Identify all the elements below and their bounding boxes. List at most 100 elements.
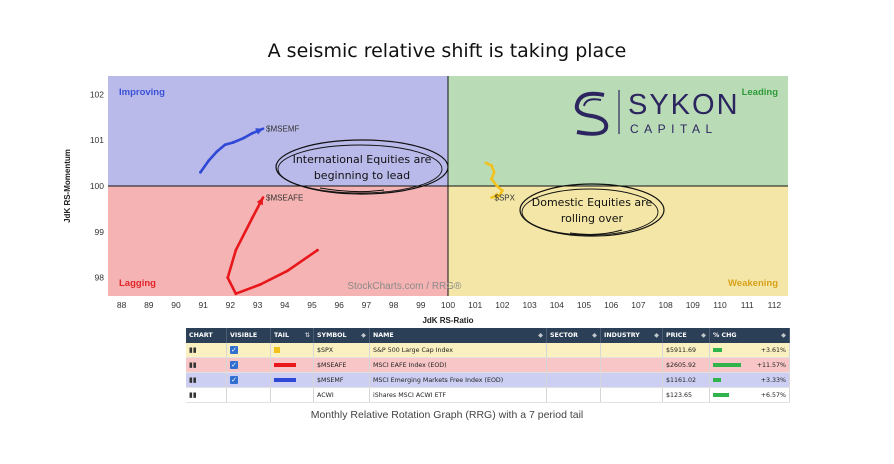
chg-value: +3.33% — [760, 376, 786, 384]
col-header-chg[interactable]: % CHG ◆ — [709, 328, 790, 343]
svg-text:rolling over: rolling over — [561, 212, 624, 225]
chart-icon[interactable]: ▮▮ — [189, 376, 197, 384]
quadrant-lagging — [108, 186, 448, 296]
x-axis-label: JdK RS-Ratio — [422, 316, 473, 325]
visible-cell[interactable]: ✓ — [226, 372, 271, 388]
table-row[interactable]: ▮▮ ACWI iShares MSCI ACWI ETF $123.65 +6.57% — [186, 387, 790, 403]
symbol-cell[interactable]: $SPX — [313, 343, 370, 358]
tail-head-mseafe — [256, 197, 264, 206]
chg-bar — [713, 392, 729, 397]
x-tick-label: 103 — [523, 300, 537, 310]
name-cell: MSCI Emerging Markets Free Index (EOD) — [369, 372, 547, 388]
y-tick-label: 101 — [90, 135, 104, 145]
y-tick-label: 102 — [90, 89, 104, 99]
x-tick-label: 106 — [604, 300, 618, 310]
chart-cell[interactable]: ▮▮ — [186, 387, 227, 403]
chart-icon[interactable]: ▮▮ — [189, 391, 197, 399]
caption: Monthly Relative Rotation Graph (RRG) wi… — [310, 409, 584, 421]
industry-cell — [600, 387, 663, 403]
chart-icon[interactable]: ▮▮ — [189, 346, 197, 354]
chart-cell[interactable]: ▮▮ — [186, 357, 227, 373]
tail-point-spx — [495, 184, 499, 188]
tail-point-mseafe — [316, 248, 319, 252]
chg-value: +11.57% — [756, 361, 786, 369]
tail-head-spx — [491, 192, 500, 199]
x-tick-label: 110 — [713, 300, 727, 310]
x-axis-ticks: 88 89 90 91 92 93 94 95 96 97 98 99 100 101 102 103 104 1… — [117, 300, 782, 310]
col-header-name[interactable]: NAME ◆ — [369, 328, 547, 343]
tail-point-msemf — [207, 159, 211, 163]
tail-color-swatch[interactable] — [274, 377, 296, 382]
col-header-industry[interactable]: INDUSTRY ◆ — [600, 328, 663, 343]
tail-cell[interactable] — [270, 343, 314, 358]
tail-cell[interactable] — [270, 357, 314, 373]
col-header-tail[interactable]: TAIL ⇅ — [270, 328, 314, 343]
x-tick-label: 93 — [253, 300, 263, 310]
chart-cell[interactable]: ▮▮ — [186, 343, 227, 358]
symbol-cell[interactable]: $MSEMF — [313, 372, 370, 388]
symbol-cell[interactable]: $MSEAFE — [313, 357, 370, 373]
tail-point-mseafe — [250, 216, 254, 220]
tail-cell[interactable] — [270, 372, 314, 388]
symbol-table: CHART VISIBLE TAIL ⇅ SYMBOL ◆ NAME ◆ SECTOR… — [186, 328, 790, 403]
visible-checkbox[interactable]: ✓ — [230, 361, 238, 369]
x-tick-label: 94 — [280, 300, 290, 310]
tail-point-msemf — [242, 136, 246, 140]
tail-point-spx — [492, 170, 496, 174]
visible-checkbox[interactable]: ✓ — [230, 346, 238, 354]
quadrant-label-weakening: Weakening — [728, 278, 778, 289]
col-header-chart[interactable]: CHART — [186, 328, 227, 343]
quadrants — [108, 76, 788, 296]
x-tick-label: 90 — [171, 300, 181, 310]
x-tick-label: 99 — [416, 300, 426, 310]
x-tick-label: 88 — [117, 300, 127, 310]
y-tick-label: 100 — [90, 181, 104, 191]
visible-checkbox[interactable]: ✓ — [230, 376, 238, 384]
x-tick-label: 102 — [495, 300, 509, 310]
symbol-cell[interactable]: ACWI — [313, 387, 370, 403]
x-tick-label: 92 — [226, 300, 236, 310]
col-header-symbol[interactable]: SYMBOL ◆ — [313, 328, 370, 343]
quadrant-labels: Improving Leading Lagging Weakening — [119, 87, 778, 289]
sector-cell — [546, 357, 601, 373]
visible-cell[interactable] — [226, 387, 271, 403]
quadrant-leading — [448, 76, 788, 186]
visible-cell[interactable]: ✓ — [226, 357, 271, 373]
chg-value: +6.57% — [760, 391, 786, 399]
svg-text:Domestic Equities are: Domestic Equities are — [532, 196, 653, 209]
chart-cell[interactable]: ▮▮ — [186, 372, 227, 388]
x-tick-label: 100 — [441, 300, 455, 310]
tail-color-swatch[interactable] — [274, 362, 296, 367]
x-tick-label: 89 — [144, 300, 154, 310]
col-header-sector[interactable]: SECTOR ◆ — [546, 328, 601, 343]
logo-s-mark-icon — [574, 91, 609, 136]
table-row[interactable]: ▮▮ ✓ $SPX S&P 500 Large Cap Index $5911.69 +3… — [186, 343, 790, 358]
tail-point-mseafe — [234, 248, 238, 252]
tail-head-msemf — [255, 128, 264, 135]
name-cell: S&P 500 Large Cap Index — [369, 343, 547, 358]
col-header-price[interactable]: PRICE ◆ — [662, 328, 710, 343]
industry-cell — [600, 372, 663, 388]
col-header-visible[interactable]: VISIBLE — [226, 328, 271, 343]
svg-text:International Equities are: International Equities are — [293, 153, 432, 166]
rotation-tails: $MSEMF $MSEAFE $SPX — [199, 125, 516, 296]
chart-icon[interactable]: ▮▮ — [189, 361, 197, 369]
tail-color-swatch[interactable] — [274, 346, 280, 353]
tail-point-msemf — [215, 150, 219, 154]
table-row[interactable]: ▮▮ ✓ $MSEMF MSCI Emerging Markets Free Inde… — [186, 372, 790, 388]
tail-point-mseafe — [258, 283, 262, 286]
y-tick-label: 98 — [95, 273, 105, 283]
tail-cell[interactable] — [270, 387, 314, 403]
sector-cell — [546, 387, 601, 403]
annotation-international: International Equities are beginning to … — [275, 139, 449, 195]
quadrant-weakening — [448, 186, 788, 296]
rrg-chart: 88 89 90 91 92 93 94 95 96 97 98 99 100 101 102 103 104 1… — [63, 76, 788, 325]
visible-cell[interactable]: ✓ — [226, 343, 271, 358]
y-axis-ticks: 98 99 100 101 102 — [90, 89, 104, 282]
sector-cell — [546, 343, 601, 358]
sykon-logo: SYKON CAPITAL — [574, 89, 738, 136]
quadrant-label-lagging: Lagging — [119, 278, 156, 289]
table-row[interactable]: ▮▮ ✓ $MSEAFE MSCI EAFE Index (EOD) $2605.92 +… — [186, 357, 790, 373]
tail-point-mseafe — [286, 269, 289, 273]
y-tick-label: 99 — [95, 227, 105, 237]
